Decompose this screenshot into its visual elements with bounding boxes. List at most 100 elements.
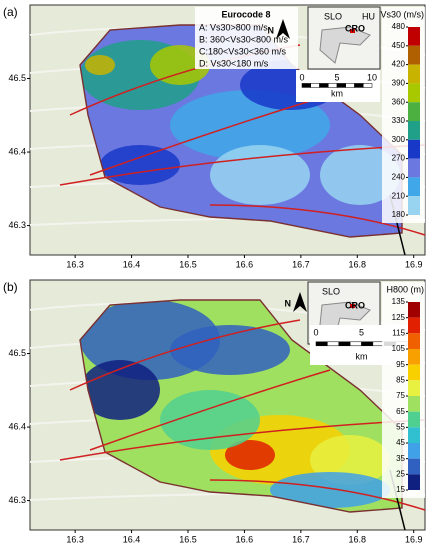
field-blob bbox=[225, 440, 275, 470]
inset-label: SLO bbox=[324, 11, 342, 21]
colorbar-segment bbox=[408, 139, 420, 159]
colorbar-segment bbox=[408, 411, 420, 428]
colorbar-segment bbox=[408, 427, 420, 443]
colorbar-segment bbox=[408, 121, 420, 140]
colorbar-segment bbox=[408, 349, 420, 365]
north-label: N bbox=[285, 298, 292, 308]
x-tick-label: 16.8 bbox=[349, 259, 367, 269]
colorbar-tick-label: 65 bbox=[396, 407, 405, 416]
inset-label: SLO bbox=[322, 286, 340, 296]
north-label: N bbox=[268, 25, 275, 35]
colorbar-tick-label: 450 bbox=[392, 41, 406, 50]
fault-line bbox=[89, 94, 331, 176]
fault-line bbox=[59, 144, 426, 186]
scale-unit: km bbox=[331, 88, 343, 98]
colorbar-title: Vs30 (m/s) bbox=[380, 9, 424, 19]
scale-segment bbox=[349, 341, 362, 347]
colorbar-tick-label: 75 bbox=[396, 391, 405, 400]
inset-country bbox=[319, 26, 371, 64]
field-blob bbox=[80, 360, 160, 420]
map-panel: 16.3 16.4 16.5 16.6 16.7 16.8 16.9 46.3 46.4 46.5… bbox=[3, 279, 426, 544]
fault-line bbox=[59, 419, 426, 461]
y-tick-label: 46.3 bbox=[8, 495, 26, 505]
scale-segment bbox=[345, 83, 355, 88]
inset-label: HU bbox=[362, 11, 375, 21]
legend-item: B: 360<Vs30<800 m/s bbox=[199, 34, 289, 44]
colorbar-segment bbox=[408, 302, 420, 318]
legend-item: A: Vs30>800 m/s bbox=[199, 22, 268, 32]
colorbar-tick-label: 480 bbox=[392, 22, 406, 31]
x-tick-label: 16.7 bbox=[292, 259, 310, 269]
scale-tick-label: 0 bbox=[299, 72, 304, 82]
north-arrow bbox=[293, 292, 307, 312]
colorbar-segment bbox=[408, 396, 420, 412]
x-tick-label: 16.3 bbox=[66, 534, 84, 544]
area-boundary bbox=[79, 299, 403, 513]
colorbar-tick-label: 85 bbox=[396, 375, 405, 384]
colorbar-segment bbox=[408, 333, 420, 349]
scale-segment bbox=[363, 83, 373, 88]
colorbar-tick-label: 15 bbox=[396, 485, 405, 494]
scale-segment bbox=[361, 341, 374, 347]
y-tick-label: 46.4 bbox=[8, 421, 26, 431]
colorbar-segment bbox=[408, 177, 420, 197]
colorbar-segment bbox=[408, 196, 420, 215]
fault-line bbox=[209, 479, 426, 511]
scale-segment bbox=[310, 83, 320, 88]
colorbar-tick-label: 390 bbox=[392, 79, 406, 88]
colorbar-segment bbox=[408, 102, 420, 121]
legend-title: Eurocode 8 bbox=[221, 9, 270, 19]
colorbar-segment bbox=[408, 158, 420, 178]
x-tick-label: 16.4 bbox=[123, 259, 141, 269]
scale-tick-label: 0 bbox=[313, 327, 318, 337]
colorbar-title: H800 (m) bbox=[386, 284, 424, 294]
scale-segment bbox=[319, 83, 329, 88]
field-blob bbox=[270, 472, 390, 508]
scale-segment bbox=[338, 341, 351, 347]
field-blob bbox=[100, 145, 180, 185]
scale-tick-label: 10 bbox=[367, 72, 377, 82]
scale-segment bbox=[354, 83, 364, 88]
panel-label: (b) bbox=[3, 280, 18, 294]
legend-item: D: Vs30<180 m/s bbox=[199, 58, 269, 68]
scale-segment bbox=[301, 83, 311, 88]
inset-label: CRO bbox=[345, 23, 365, 33]
colorbar-segment bbox=[408, 27, 420, 46]
x-tick-label: 16.7 bbox=[292, 534, 310, 544]
field-blob bbox=[320, 145, 400, 205]
fault-line bbox=[89, 369, 331, 451]
fault-line bbox=[209, 204, 426, 236]
colorbar-segment bbox=[408, 474, 420, 490]
colorbar-tick-label: 25 bbox=[396, 469, 405, 478]
colorbar-tick-label: 360 bbox=[392, 97, 406, 106]
scale-unit: km bbox=[356, 351, 368, 361]
colorbar-tick-label: 55 bbox=[396, 422, 405, 431]
x-tick-label: 16.9 bbox=[405, 259, 423, 269]
inset-highlight bbox=[350, 304, 355, 308]
colorbar-tick-label: 270 bbox=[392, 154, 406, 163]
colorbar-segment bbox=[408, 458, 420, 475]
north-arrow bbox=[276, 19, 290, 39]
colorbar-segment bbox=[408, 317, 420, 334]
colorbar-tick-label: 240 bbox=[392, 173, 406, 182]
legend-box bbox=[195, 7, 298, 69]
colorbar-tick-label: 330 bbox=[392, 116, 406, 125]
x-tick-label: 16.3 bbox=[66, 259, 84, 269]
x-tick-label: 16.5 bbox=[179, 259, 197, 269]
colorbar-tick-label: 125 bbox=[392, 313, 406, 322]
colorbar-tick-label: 115 bbox=[392, 328, 405, 337]
y-tick-label: 46.3 bbox=[8, 220, 26, 230]
y-tick-label: 46.4 bbox=[8, 146, 26, 156]
inset-highlight bbox=[350, 29, 355, 33]
scale-tick-label: 5 bbox=[334, 72, 339, 82]
colorbar-segment bbox=[408, 64, 420, 84]
scale-segment bbox=[315, 341, 328, 347]
y-tick-label: 46.5 bbox=[8, 73, 26, 83]
x-tick-label: 16.4 bbox=[123, 534, 141, 544]
colorbar-tick-label: 420 bbox=[392, 60, 406, 69]
fault-line bbox=[69, 319, 301, 391]
colorbar-tick-label: 300 bbox=[392, 135, 406, 144]
colorbar-tick-label: 135 bbox=[392, 297, 406, 306]
colorbar-segment bbox=[408, 443, 420, 459]
